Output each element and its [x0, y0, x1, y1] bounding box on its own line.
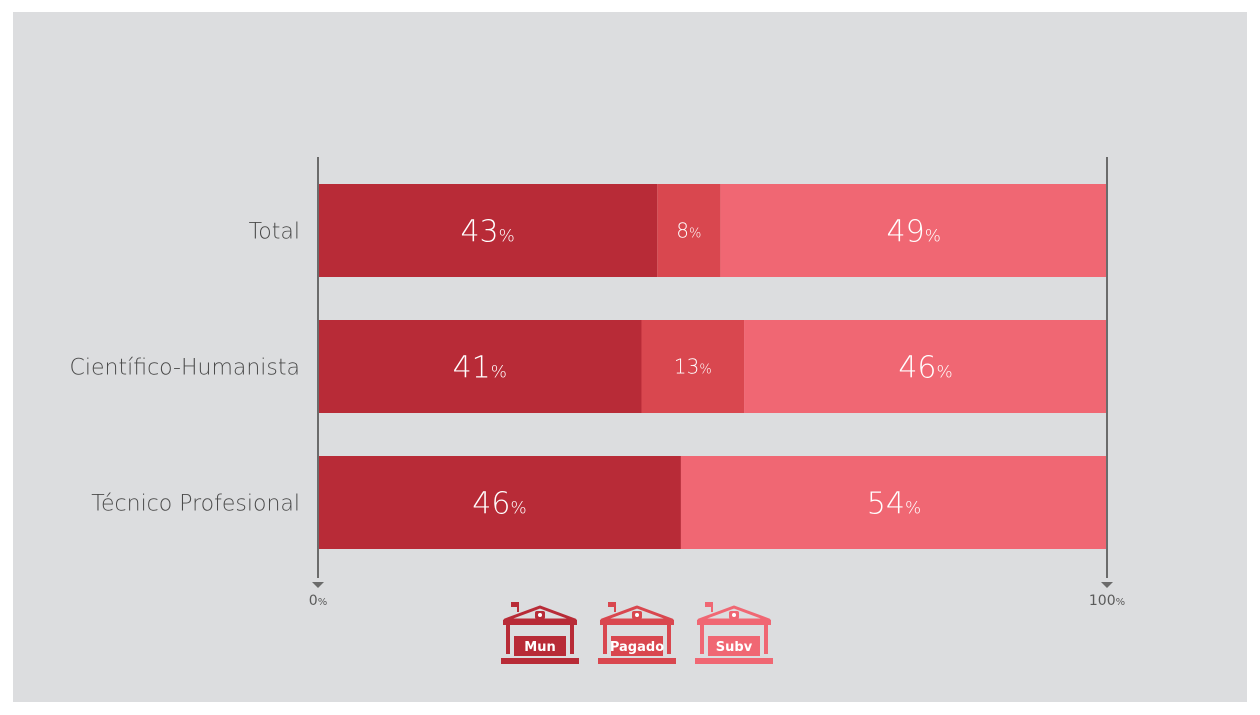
legend-item-pagado: Pagado: [598, 602, 676, 664]
tick-marker: [1101, 582, 1113, 588]
data-label: 43%: [460, 214, 514, 249]
legend: Mun Pagado Subv: [501, 602, 773, 664]
legend-label: Mun: [524, 640, 555, 655]
data-label: 49%: [887, 214, 941, 249]
category-label: Científico-Humanista: [70, 356, 300, 381]
bar-segment-subv: [720, 184, 1107, 277]
data-label: 13%: [674, 355, 712, 379]
tick-marker: [312, 582, 324, 588]
bar-segment-pagado: [641, 320, 745, 413]
bars-layer: Total 43% 8% 49% Científico-Humanista 41% 13% 4…: [70, 184, 1107, 549]
bar-row-2: Técnico Profesional 46% 54%: [91, 456, 1107, 549]
bar-row-1: Científico-Humanista 41% 13% 46%: [70, 320, 1107, 413]
data-label: 54%: [867, 486, 921, 521]
category-label: Técnico Profesional: [91, 492, 300, 517]
tick-label: 0%: [309, 593, 327, 609]
bar-segment-mun: [318, 456, 681, 549]
school-building-icon: [598, 602, 676, 664]
bar-segment-mun: [318, 184, 658, 277]
school-building-icon: [695, 602, 773, 664]
bar-row-0: Total 43% 8% 49%: [249, 184, 1107, 277]
data-label: 41%: [453, 350, 507, 385]
bar-segment-subv: [744, 320, 1107, 413]
school-building-icon: [501, 602, 579, 664]
bar-segment-mun: [318, 320, 642, 413]
legend-label: Subv: [716, 640, 753, 655]
legend-item-subv: Subv: [695, 602, 773, 664]
legend-item-mun: Mun: [501, 602, 579, 664]
data-label: 46%: [472, 486, 526, 521]
data-label: 8%: [676, 219, 701, 243]
axis-layer: 0% 100%: [309, 157, 1125, 609]
category-label: Total: [249, 220, 300, 245]
bar-segment-subv: [680, 456, 1107, 549]
tick-label: 100%: [1089, 593, 1125, 609]
data-label: 46%: [898, 350, 952, 385]
bar-segment-pagado: [657, 184, 721, 277]
legend-label: Pagado: [610, 640, 664, 655]
